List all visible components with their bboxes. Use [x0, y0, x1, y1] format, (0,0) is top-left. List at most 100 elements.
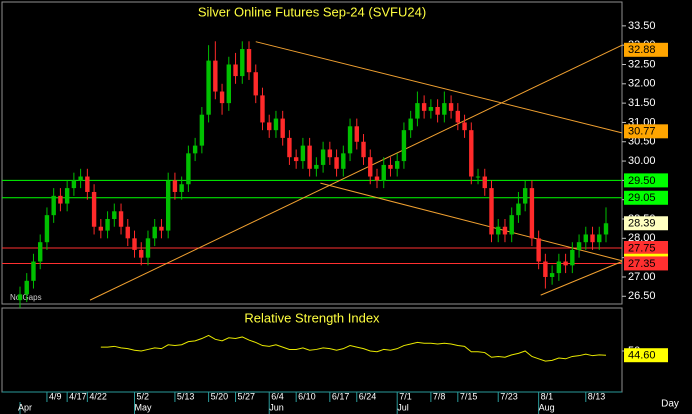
y-tick-label: 30.50 [628, 136, 656, 148]
level-label: 27.75 [628, 242, 656, 254]
candle-body [469, 130, 474, 177]
candle-body [421, 103, 427, 111]
candle-body [152, 226, 157, 239]
candle-body [132, 238, 137, 250]
x-tick-label: 7/15 [460, 391, 478, 401]
candle-body [78, 176, 83, 181]
candle-body [219, 91, 225, 104]
candle-body [583, 234, 588, 243]
x-tick-label: 4/22 [89, 391, 107, 401]
level-label: 27.35 [628, 258, 656, 270]
x-tick-label: 8/13 [588, 391, 606, 401]
candle-body [267, 122, 272, 131]
x-tick-label: 6/10 [298, 391, 316, 401]
level-label: 29.05 [628, 192, 656, 204]
rsi-title: Relative Strength Index [244, 310, 380, 325]
level-label: 30.77 [628, 126, 656, 138]
candle-body [112, 211, 117, 220]
y-tick-label: 32.50 [628, 58, 656, 70]
x-tick-label: 5/20 [211, 391, 229, 401]
candle-body [58, 195, 63, 204]
candle-body [253, 72, 258, 96]
candle-body [51, 195, 56, 216]
candle-body [17, 294, 23, 301]
candle-body [226, 64, 232, 104]
candle-body [240, 49, 245, 77]
month-label: Aug [539, 402, 555, 412]
candle-body [172, 180, 178, 192]
candle-body [475, 176, 481, 178]
rsi-last-box [624, 348, 668, 363]
candle-body [186, 153, 191, 185]
candle-body [529, 188, 535, 239]
candle-body [374, 176, 380, 181]
x-tick-label: 5/13 [177, 391, 195, 401]
trendline [255, 41, 623, 134]
x-tick-label: 6/4 [271, 391, 284, 401]
candle-body [105, 219, 110, 231]
level-label: 29.50 [628, 175, 656, 187]
candle-body [509, 215, 514, 235]
candle-body [415, 103, 420, 119]
level-box [624, 256, 668, 271]
candle-body [482, 176, 487, 189]
candle-body [206, 60, 211, 115]
x-tick-label: 5/2 [137, 391, 150, 401]
candle-body [98, 226, 104, 231]
candle-body [603, 223, 609, 235]
candle-body [347, 126, 353, 154]
x-tick-label: 6/17 [332, 391, 350, 401]
candle-body [91, 191, 97, 227]
candle-body [213, 60, 218, 92]
y-tick-label: 31.50 [628, 97, 656, 109]
x-tick-label: 7/8 [433, 391, 446, 401]
candle-body [38, 242, 43, 262]
level-box [624, 190, 668, 205]
candle-body [341, 153, 346, 169]
level-box [624, 216, 668, 231]
candle-body [597, 234, 602, 243]
candle-body [64, 188, 70, 204]
candle-body [233, 64, 238, 77]
candle-body [260, 95, 265, 123]
level-label: 32.88 [628, 44, 656, 56]
candle-body [145, 238, 151, 258]
trendline [89, 44, 623, 301]
y-tick-label: 26.50 [628, 290, 656, 302]
period-label: Day [661, 399, 679, 410]
candle-body [71, 180, 77, 189]
month-label: Jul [397, 402, 409, 412]
y-tick-label: 32.00 [628, 78, 656, 90]
candle-body [314, 164, 319, 169]
candle-body [354, 126, 359, 142]
candle-body [179, 184, 184, 192]
trendline [320, 182, 623, 262]
candle-body [388, 164, 393, 169]
price-pane [1, 1, 623, 305]
candle-body [320, 149, 326, 165]
candle-body [448, 103, 454, 111]
candle-body [435, 106, 440, 115]
candle-body [381, 164, 386, 181]
candle-body [165, 180, 171, 231]
x-tick-label: 8/1 [541, 391, 554, 401]
candle-body [139, 249, 144, 258]
candle-body [489, 188, 494, 235]
candle-body [401, 130, 407, 162]
candle-body [549, 273, 555, 277]
rsi-last-label: 44.60 [628, 350, 656, 362]
x-tick-label: 5/27 [238, 391, 256, 401]
candle-body [300, 145, 306, 162]
candle-body [536, 238, 541, 262]
candle-body [394, 161, 400, 169]
candle-body [199, 114, 205, 146]
candle-body [442, 103, 447, 115]
y-tick-label: 30.00 [628, 155, 656, 167]
candle-body [428, 106, 434, 111]
candle-body [24, 280, 29, 295]
level-box [624, 173, 668, 188]
candle-body [287, 137, 292, 158]
candle-body [570, 249, 575, 266]
candle-body [273, 118, 279, 131]
